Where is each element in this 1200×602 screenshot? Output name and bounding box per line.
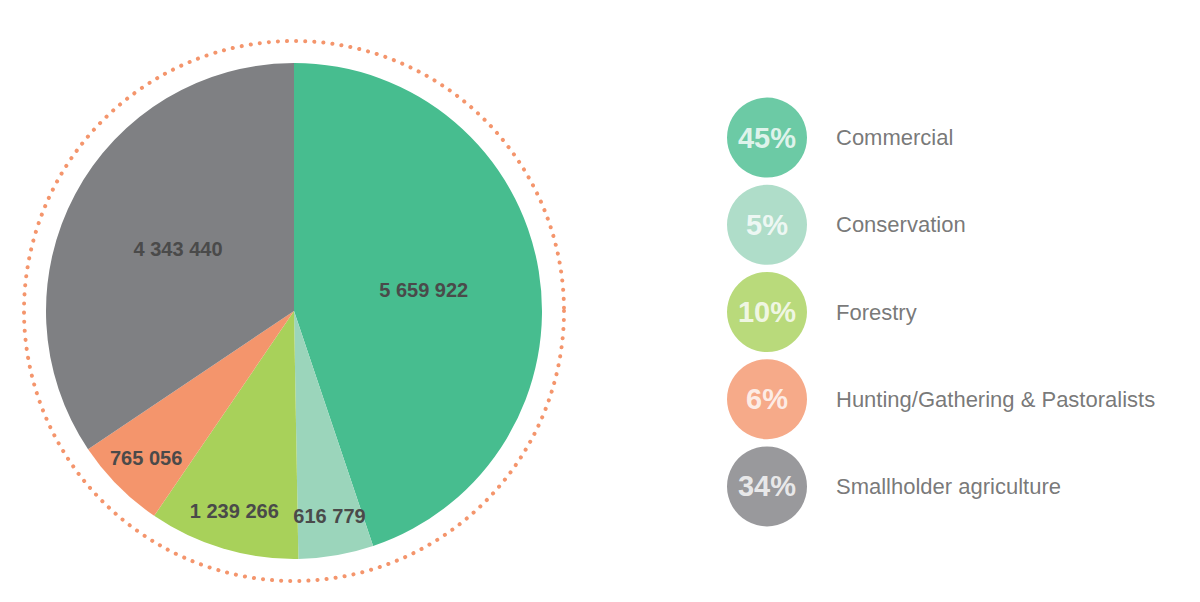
- svg-text:45%: 45%: [738, 122, 796, 154]
- svg-text:10%: 10%: [738, 296, 796, 328]
- svg-text:5 659 922: 5 659 922: [379, 279, 468, 301]
- svg-text:5%: 5%: [746, 209, 788, 241]
- svg-text:4 343 440: 4 343 440: [134, 238, 223, 260]
- svg-text:Conservation: Conservation: [836, 212, 966, 237]
- svg-text:34%: 34%: [738, 470, 796, 502]
- svg-text:Hunting/Gathering & Pastoralis: Hunting/Gathering & Pastoralists: [836, 387, 1155, 412]
- svg-text:Commercial: Commercial: [836, 125, 953, 150]
- svg-text:765 056: 765 056: [110, 447, 182, 469]
- svg-text:1 239 266: 1 239 266: [190, 500, 279, 522]
- svg-text:6%: 6%: [746, 383, 788, 415]
- svg-text:616 779: 616 779: [293, 505, 365, 527]
- svg-text:Forestry: Forestry: [836, 300, 917, 325]
- svg-text:Smallholder agriculture: Smallholder agriculture: [836, 474, 1061, 499]
